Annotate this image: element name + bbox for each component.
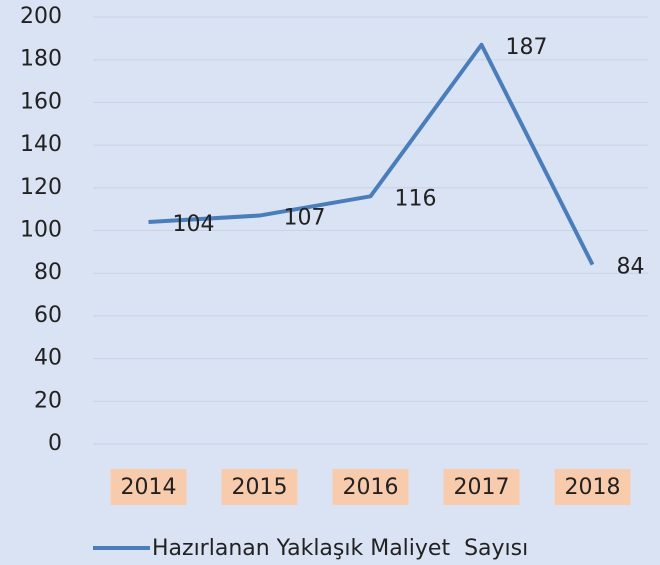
y-tick-label: 80 xyxy=(34,260,62,285)
line-series xyxy=(148,42,595,266)
x-tick-label: 2016 xyxy=(343,475,399,500)
x-tick-label: 2014 xyxy=(121,475,177,500)
y-tick-label: 60 xyxy=(34,303,62,328)
y-tick-label: 100 xyxy=(20,218,62,243)
data-label: 187 xyxy=(506,35,548,60)
x-tick-highlight xyxy=(443,469,520,505)
y-tick-label: 140 xyxy=(20,132,62,157)
y-tick-label: 120 xyxy=(20,175,62,200)
x-tick-label: 2017 xyxy=(454,475,510,500)
x-tick-label: 2018 xyxy=(565,475,621,500)
y-tick-label: 20 xyxy=(34,388,62,413)
x-tick-highlight xyxy=(221,469,298,505)
x-tick-highlight xyxy=(554,469,631,505)
data-label: 104 xyxy=(173,212,215,237)
x-tick-label: 2015 xyxy=(232,475,288,500)
y-tick-label: 0 xyxy=(48,431,62,456)
x-tick-highlight xyxy=(110,469,187,505)
y-tick-label: 40 xyxy=(34,346,62,371)
data-label: 116 xyxy=(395,186,437,211)
y-tick-label: 180 xyxy=(20,47,62,72)
data-label: 84 xyxy=(617,255,645,280)
y-tick-label: 200 xyxy=(20,4,62,29)
x-tick-highlight xyxy=(332,469,409,505)
data-label: 107 xyxy=(284,206,326,231)
legend-label: Hazırlanan Yaklaşık Maliyet Sayısı xyxy=(152,536,528,561)
y-tick-label: 160 xyxy=(20,89,62,114)
